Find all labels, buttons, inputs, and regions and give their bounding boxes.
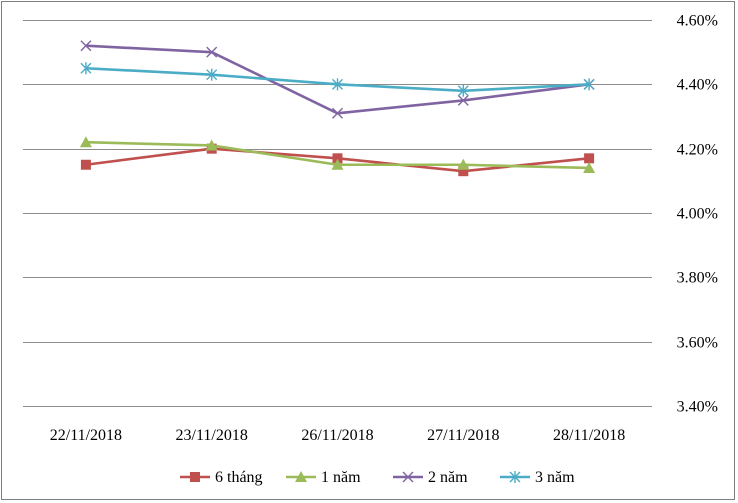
y-tick-label: 4.40% (677, 77, 718, 94)
data-point (80, 62, 92, 75)
data-point (332, 107, 343, 119)
x-tick-label: 22/11/2018 (50, 427, 122, 444)
legend: 6 tháng 1 năm 2 năm 3 năm (180, 469, 575, 486)
data-point (80, 159, 91, 170)
legend-item: 6 tháng (180, 469, 263, 486)
y-tick-label: 3.60% (677, 335, 718, 352)
x-tick-label: 26/11/2018 (301, 427, 373, 444)
y-tick-label: 4.60% (677, 13, 718, 30)
data-point (206, 46, 218, 58)
x-tick-label: 27/11/2018 (427, 427, 499, 444)
legend-marker (402, 471, 414, 483)
legend-label: 2 năm (428, 469, 468, 486)
x-tick-label: 23/11/2018 (176, 427, 248, 444)
y-tick-label: 3.80% (677, 270, 718, 287)
y-tick-label: 3.40% (677, 399, 718, 416)
data-point (457, 158, 470, 170)
data-point (331, 158, 344, 170)
legend-marker (295, 471, 307, 482)
y-tick-label: 4.00% (677, 206, 718, 223)
data-point (332, 153, 343, 164)
data-point (458, 166, 469, 177)
legend-label: 3 năm (535, 469, 575, 486)
data-point (583, 78, 595, 91)
legend-label: 1 năm (321, 469, 361, 486)
legend-item: 3 năm (500, 469, 575, 486)
legend-marker (190, 472, 200, 482)
series-2 (79, 136, 596, 173)
data-point (206, 68, 218, 81)
data-point (332, 78, 343, 91)
axes: 3.40% 3.60% 3.80% 4.00% 4.20% 4.40% 4.60% 22/11… (50, 13, 718, 445)
data-point (584, 153, 595, 164)
data-point (457, 94, 469, 106)
y-tick-label: 4.20% (677, 142, 718, 159)
series-4 (80, 62, 595, 97)
x-tick-label: 28/11/2018 (553, 427, 625, 444)
data-point (79, 136, 92, 148)
legend-item: 1 năm (286, 469, 361, 486)
series-lines (79, 40, 596, 177)
legend-marker (509, 471, 521, 483)
data-point (583, 161, 596, 173)
data-point (205, 139, 218, 151)
legend-item: 2 năm (393, 469, 468, 486)
data-point (80, 40, 92, 52)
data-point (457, 84, 469, 97)
legend-label: 6 tháng (215, 469, 263, 486)
